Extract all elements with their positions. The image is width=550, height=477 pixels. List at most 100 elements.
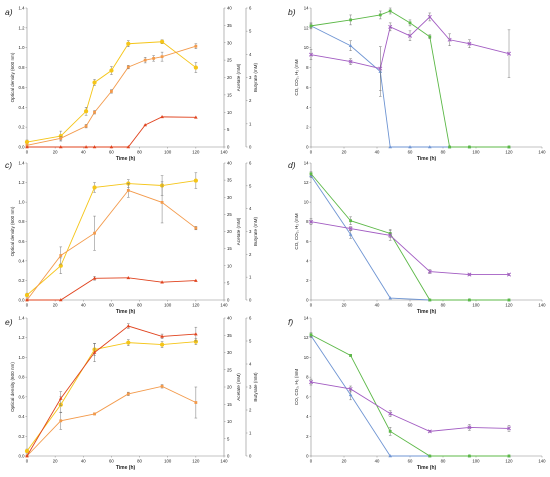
x-tick-label: 20 xyxy=(53,303,58,308)
x-tick-label: 60 xyxy=(109,150,114,155)
x-tick-label: 0 xyxy=(310,303,313,308)
y2-tick-label: 35 xyxy=(227,23,232,28)
y-axis-label: Optical density (600 nm) xyxy=(10,362,15,412)
y-axis-label: CO, CO₂, H₂ (mM xyxy=(294,369,299,405)
data-point xyxy=(507,145,511,149)
data-point xyxy=(388,145,392,149)
data-point xyxy=(427,429,432,434)
y3-tick-label: 3 xyxy=(249,75,252,80)
y-axis-label: Optical density (600 nm) xyxy=(10,206,15,256)
x-tick-label: 60 xyxy=(408,303,413,308)
data-point xyxy=(348,43,353,48)
data-point xyxy=(126,340,131,345)
x-axis-label: Time (h) xyxy=(116,309,136,315)
y-tick-label: 1.4 xyxy=(19,161,26,166)
data-point xyxy=(309,172,313,176)
y3-tick-label: 4 xyxy=(249,52,252,57)
panel-label: e) xyxy=(5,317,13,327)
y-tick-label: 6 xyxy=(306,85,309,90)
data-point xyxy=(378,66,383,71)
data-point xyxy=(59,419,63,423)
data-point xyxy=(194,278,198,282)
y-tick-label: 0.8 xyxy=(19,219,26,224)
data-point xyxy=(93,110,96,114)
y2-tick-label: 40 xyxy=(227,161,232,166)
data-point xyxy=(93,412,96,416)
x-tick-label: 120 xyxy=(505,459,513,464)
y-tick-label: 0.6 xyxy=(19,394,26,399)
y3-tick-label: 6 xyxy=(249,161,252,166)
x-tick-label: 0 xyxy=(26,150,29,155)
data-point xyxy=(388,24,393,29)
x-tick-label: 20 xyxy=(53,150,58,155)
y-tick-label: 1.2 xyxy=(19,335,26,340)
y2-tick-label: 20 xyxy=(227,229,232,234)
panel-label: b) xyxy=(288,7,296,17)
data-point xyxy=(24,139,30,145)
data-point xyxy=(467,272,472,277)
y-tick-label: 2 xyxy=(306,125,309,130)
y3-tick-label: 5 xyxy=(249,339,252,344)
x-tick-label: 20 xyxy=(342,303,347,308)
series-green xyxy=(309,171,511,302)
x-axis-label: Time (h) xyxy=(417,465,437,471)
y2-axis-label: Acetate (mM) xyxy=(236,373,241,401)
data-point xyxy=(348,386,353,391)
x-tick-label: 80 xyxy=(441,150,446,155)
y2-tick-label: 35 xyxy=(227,333,232,338)
x-tick-label: 40 xyxy=(375,459,380,464)
data-point xyxy=(378,13,382,17)
series-blue xyxy=(309,173,511,302)
y2-tick-label: 0 xyxy=(227,454,230,459)
y-tick-label: 0.2 xyxy=(19,278,26,283)
y2-tick-label: 0 xyxy=(227,145,230,150)
series-line xyxy=(26,385,197,457)
x-tick-label: 20 xyxy=(342,150,347,155)
data-point xyxy=(24,292,30,298)
x-tick-label: 60 xyxy=(109,303,114,308)
series-blue xyxy=(309,23,511,149)
data-point xyxy=(506,51,512,56)
y3-tick-label: 4 xyxy=(249,206,252,211)
x-tick-label: 0 xyxy=(310,459,313,464)
panel-b: b) 0 20 40 60 80 100 120 140 0 2 4 6 8 10 12 14 Time (h) C… xyxy=(288,6,546,163)
x-tick-label: 100 xyxy=(472,303,480,308)
data-point xyxy=(126,41,131,46)
data-point xyxy=(194,332,198,336)
data-point xyxy=(92,185,97,190)
y3-tick-label: 2 xyxy=(249,98,252,103)
x-tick-label: 40 xyxy=(375,303,380,308)
y-tick-label: 0.4 xyxy=(19,414,26,419)
x-tick-label: 140 xyxy=(538,303,546,308)
series-line xyxy=(310,335,509,457)
data-point xyxy=(309,333,313,337)
x-tick-label: 100 xyxy=(164,150,172,155)
y2-tick-label: 30 xyxy=(227,350,232,355)
y3-tick-label: 3 xyxy=(249,229,252,234)
y3-tick-label: 1 xyxy=(249,275,252,280)
y2-tick-label: 15 xyxy=(227,246,232,251)
data-point xyxy=(468,298,471,302)
y-tick-label: 12 xyxy=(304,180,309,185)
y2-tick-label: 5 xyxy=(227,436,230,441)
data-point xyxy=(59,254,63,257)
data-point xyxy=(24,448,30,454)
y2-tick-label: 10 xyxy=(227,110,232,115)
y2-tick-label: 20 xyxy=(227,385,232,390)
data-point xyxy=(428,454,432,458)
panel-label: f) xyxy=(288,317,293,327)
series-line xyxy=(310,334,509,457)
data-point xyxy=(348,392,353,397)
data-point xyxy=(126,392,130,396)
y3-tick-label: 6 xyxy=(249,6,252,11)
data-point xyxy=(84,124,88,128)
y-tick-label: 1.0 xyxy=(19,355,26,360)
y3-tick-label: 0 xyxy=(249,298,252,303)
y-tick-label: 4 xyxy=(306,414,309,419)
y-tick-label: 0.6 xyxy=(19,85,26,90)
data-point xyxy=(152,56,156,60)
y-tick-label: 1.4 xyxy=(19,316,26,321)
data-point xyxy=(194,115,198,119)
y3-tick-label: 6 xyxy=(249,316,252,321)
